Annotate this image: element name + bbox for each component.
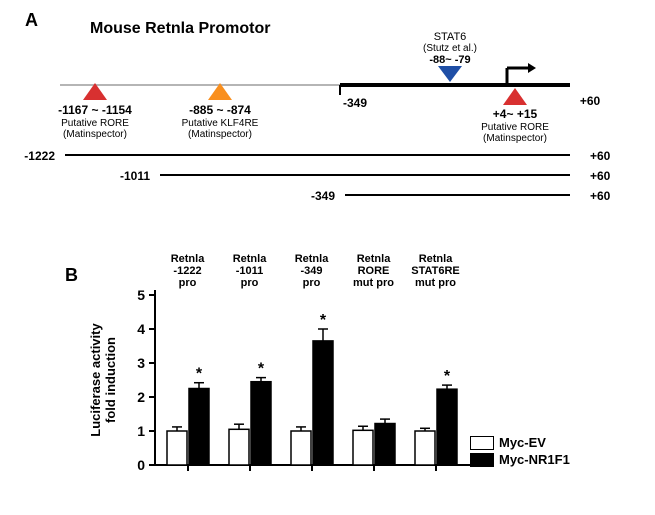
stat6-marker-icon [438,66,462,82]
rore1-name: Putative RORE [61,118,129,129]
y-tick-label: 1 [137,423,145,439]
bar-chart: 0 1 2 3 4 5 * * * * [120,245,480,495]
significance-star: * [258,361,265,378]
klf4-range: -885 ~ -874 [189,103,251,117]
construct-1222-label: -1222 [24,149,55,163]
y-tick-label: 0 [137,457,145,473]
stat6-src: (Stutz et al.) [423,43,477,54]
stat6-name: STAT6 [434,31,467,43]
construct-349-end: +60 [590,189,611,203]
bar-nr [437,389,457,465]
rore2-src: (Matinspector) [483,133,547,144]
y-tick-label: 4 [137,321,145,337]
bar-ev [415,431,435,465]
construct-349-label: -349 [311,189,335,203]
bar-ev [291,431,311,465]
rore2-range: +4~ +15 [493,107,538,121]
bar-nr [313,341,333,465]
panel-a: A Mouse Retnla Promotor -1167 ~ -1154 Pu… [10,10,645,240]
bar-ev [229,429,249,465]
bar-nr [375,424,395,465]
legend-nr-label: Myc-NR1F1 [499,452,570,467]
panel-b-label: B [65,265,78,286]
construct-1011-end: +60 [590,169,611,183]
chart-legend: Myc-EV Myc-NR1F1 [470,435,570,469]
klf4-src: (Matinspector) [188,129,252,140]
panel-b: B Retnla-1222proRetnla-1011proRetnla-349… [10,245,645,505]
y-tick-label: 3 [137,355,145,371]
rore1-range: -1167 ~ -1154 [58,103,132,117]
legend-ev-label: Myc-EV [499,435,546,450]
significance-star: * [320,312,327,329]
legend-ev: Myc-EV [470,435,570,450]
significance-star: * [444,368,451,385]
tick-m349: -349 [343,96,367,110]
construct-1011-label: -1011 [120,169,150,183]
legend-nr-swatch [470,453,494,467]
rore2-marker-icon [503,88,527,105]
y-tick-label: 5 [137,287,145,303]
stat6-range: -88~ -79 [429,54,470,66]
bar-nr [189,389,209,466]
y-axis-title: Luciferase activityfold induction [88,310,118,450]
rore2-name: Putative RORE [481,122,549,133]
legend-nr: Myc-NR1F1 [470,452,570,467]
promoter-diagram: -1167 ~ -1154 Putative RORE (Matinspecto… [10,10,650,240]
rore1-src: (Matinspector) [63,129,127,140]
significance-star: * [196,366,203,383]
bar-nr [251,382,271,465]
bar-ev [167,431,187,465]
legend-ev-swatch [470,436,494,450]
klf4-name: Putative KLF4RE [182,118,259,129]
construct-1222-end: +60 [590,149,611,163]
bar-ev [353,430,373,465]
tick-p60: +60 [580,94,601,108]
y-tick-label: 2 [137,389,145,405]
